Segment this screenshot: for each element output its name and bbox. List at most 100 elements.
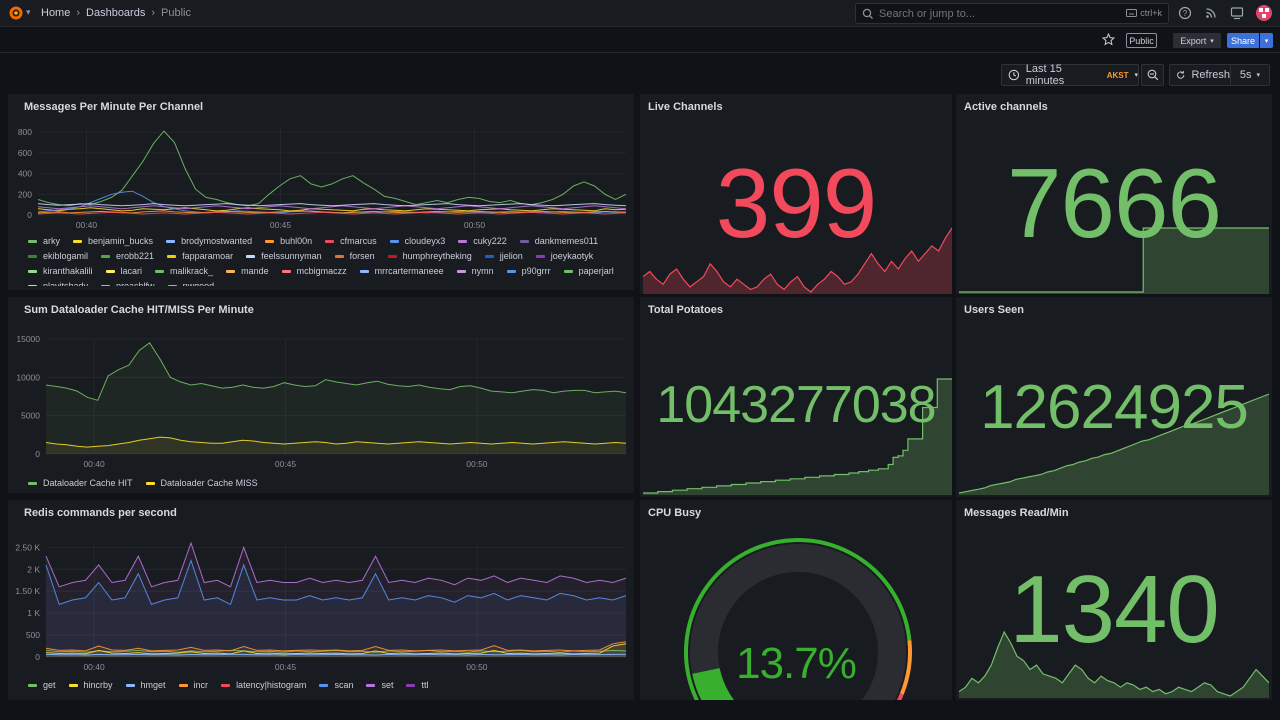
legend-swatch <box>167 284 177 286</box>
panel-cpu-busy[interactable]: CPU Busy 13.7% <box>640 500 952 700</box>
legend-item[interactable]: playitshady <box>28 281 88 286</box>
panel-title: Redis commands per second <box>24 507 177 519</box>
legend-label: latency|histogram <box>236 680 307 690</box>
legend-item[interactable]: arky <box>28 236 60 246</box>
legend-label: playitshady <box>43 281 89 286</box>
legend-swatch <box>359 269 369 273</box>
legend-item[interactable]: Dataloader Cache MISS <box>145 476 258 490</box>
legend-item[interactable]: p90grrr <box>506 266 551 276</box>
legend-item[interactable]: joeykaotyk <box>535 251 593 261</box>
search-box[interactable]: ctrl+k <box>855 3 1169 24</box>
legend-item[interactable]: ekiblogamil <box>28 251 88 261</box>
legend-item[interactable]: malikrack_ <box>155 266 213 276</box>
legend-item[interactable]: cuky222 <box>458 236 507 246</box>
legend-item[interactable]: hincrby <box>68 678 113 692</box>
legend-item[interactable]: Dataloader Cache HIT <box>28 476 133 490</box>
cache-chart[interactable]: 15000 10000 5000 0 00:40 00:45 00:50 <box>8 327 634 472</box>
series-line <box>37 211 627 215</box>
legend-item[interactable]: pwgood <box>167 281 214 286</box>
legend-item[interactable]: erobb221 <box>101 251 154 261</box>
legend-item[interactable]: cloudeyx3 <box>389 236 445 246</box>
x-tick-label: 00:50 <box>466 662 488 672</box>
legend-item[interactable]: humphreytheking <box>387 251 472 261</box>
legend-swatch <box>506 269 516 273</box>
series-area <box>46 654 626 657</box>
messages-chart[interactable]: 800 600 400 200 0 00:40 00:45 00:50 <box>8 122 634 232</box>
star-icon[interactable] <box>1102 33 1115 46</box>
monitor-icon[interactable] <box>1230 6 1244 20</box>
legend-swatch <box>73 239 83 243</box>
legend-item[interactable]: get <box>28 678 56 692</box>
legend-item[interactable]: feelssunnyman <box>246 251 322 261</box>
legend-item[interactable]: cfmarcus <box>325 236 377 246</box>
time-range-picker[interactable]: Last 15 minutes AKST ▾ <box>1001 63 1139 87</box>
user-avatar[interactable] <box>1256 5 1272 21</box>
grafana-logo-icon[interactable] <box>8 5 24 21</box>
panel-messages-per-minute[interactable]: Messages Per Minute Per Channel 800 600 40… <box>8 94 634 290</box>
redis-chart[interactable]: 2.50 K 2 K 1.50 K 1 K 500 0 00:40 00:45 00:50 <box>8 536 634 678</box>
panel-live-channels[interactable]: Live Channels 399 <box>640 94 952 294</box>
legend-swatch <box>389 239 399 243</box>
zoom-out-button[interactable] <box>1141 64 1164 86</box>
x-tick-label: 00:40 <box>83 459 105 469</box>
refresh-interval-picker[interactable]: 5s ▾ <box>1230 64 1270 86</box>
series-area <box>46 437 626 454</box>
y-tick-label: 500 <box>26 630 40 640</box>
breadcrumb-dashboards[interactable]: Dashboards <box>86 7 146 19</box>
legend-label: benjamin_bucks <box>88 236 154 246</box>
legend-item[interactable]: benjamin_bucks <box>73 236 153 246</box>
legend-item[interactable]: jjelion <box>484 251 523 261</box>
legend-item[interactable]: hmget <box>125 678 166 692</box>
legend-item[interactable]: fapparamoar <box>167 251 233 261</box>
panel-cache-hit-miss[interactable]: Sum Dataloader Cache HIT/MISS Per Minute… <box>8 297 634 493</box>
legend-item[interactable]: mcbigmaczz <box>281 266 347 276</box>
legend-item[interactable]: buhl00n <box>265 236 312 246</box>
legend-item[interactable]: mande <box>226 266 269 276</box>
panel-messages-read[interactable]: Messages Read/Min 1340 <box>956 500 1272 700</box>
legend-label: paperjarl <box>578 266 614 276</box>
share-dropdown-chevron-icon[interactable]: ▾ <box>1260 33 1273 48</box>
export-button[interactable]: Export ▾ <box>1173 33 1221 48</box>
legend-item[interactable]: lacari <box>105 266 143 276</box>
legend-item[interactable]: brodymostwanted <box>166 236 252 246</box>
legend-label: hincrby <box>83 680 113 690</box>
legend-item[interactable]: forsen <box>334 251 375 261</box>
legend-item[interactable]: ttl <box>406 678 428 692</box>
legend-item[interactable]: mrrcartermaneee <box>359 266 444 276</box>
series-line <box>45 641 627 652</box>
breadcrumb-home[interactable]: Home <box>41 7 71 19</box>
legend-item[interactable]: set <box>366 678 393 692</box>
legend-label: ttl <box>421 680 429 690</box>
legend-item[interactable]: paperjarl <box>563 266 614 276</box>
legend-swatch <box>145 481 155 485</box>
panel-total-potatoes[interactable]: Total Potatoes 1043277038 <box>640 297 952 497</box>
panel-active-channels[interactable]: Active channels 7666 <box>956 94 1272 294</box>
series-area <box>46 641 626 657</box>
legend-item[interactable]: nymn <box>456 266 494 276</box>
share-button[interactable]: Share <box>1227 33 1259 48</box>
legend-item[interactable]: scan <box>319 678 353 692</box>
legend-label: dankmemes011 <box>534 236 599 246</box>
legend-label: lacari <box>120 266 143 276</box>
help-icon[interactable]: ? <box>1178 6 1192 20</box>
chevron-down-icon[interactable]: ▾ <box>26 7 31 17</box>
panel-redis-commands[interactable]: Redis commands per second 2.50 K 2 K 1.50 … <box>8 500 634 700</box>
search-input[interactable] <box>879 7 1119 20</box>
legend-label: forsen <box>349 251 375 261</box>
legend-swatch <box>281 269 291 273</box>
legend-item[interactable]: preachlfw <box>101 281 155 286</box>
legend-item[interactable]: dankmemes011 <box>519 236 599 246</box>
panel-users-seen[interactable]: Users Seen 12624925 <box>956 297 1272 497</box>
public-badge: Public <box>1126 33 1157 48</box>
gauge-track <box>690 544 906 700</box>
stat-value: 7666 <box>1006 148 1222 258</box>
series-line <box>45 558 627 606</box>
refresh-button[interactable]: Refresh <box>1169 64 1231 86</box>
legend-item[interactable]: incr <box>178 678 208 692</box>
legend-item[interactable]: latency|histogram <box>221 678 306 692</box>
time-range-label: Last 15 minutes <box>1025 63 1065 87</box>
sparkline-area <box>643 379 952 495</box>
rss-news-icon[interactable] <box>1204 6 1218 20</box>
legend-item[interactable]: kiranthakalili <box>28 266 93 276</box>
legend-label: get <box>43 680 56 690</box>
